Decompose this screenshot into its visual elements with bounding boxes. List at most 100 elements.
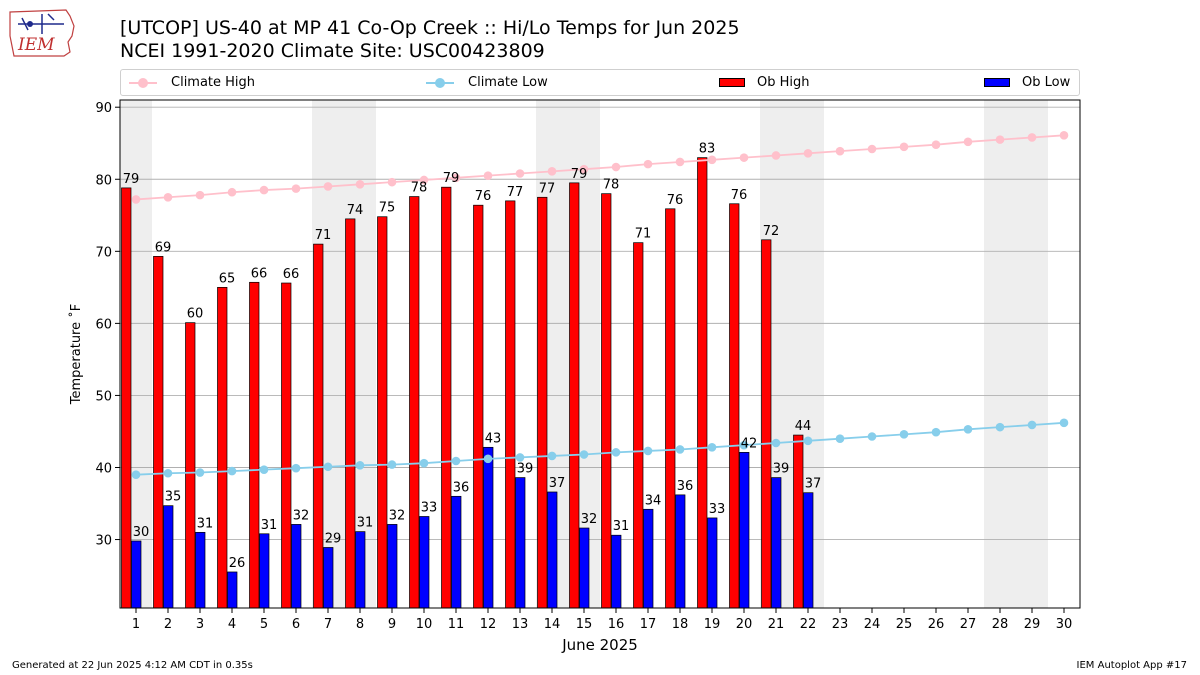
point-climate-high [995, 135, 1005, 144]
data-label-ob-low: 42 [741, 436, 758, 451]
weekend-band [1016, 100, 1048, 608]
legend-label-ob-high: Ob High [757, 75, 810, 90]
bar-ob-high [409, 196, 420, 609]
point-climate-high [323, 182, 333, 191]
x-tick-label: 12 [480, 617, 497, 632]
data-label-ob-high: 71 [315, 228, 332, 243]
bar-ob-low [259, 533, 270, 609]
point-climate-low [931, 427, 941, 437]
data-label-ob-low: 43 [485, 431, 502, 446]
data-label-ob-low: 31 [197, 516, 214, 531]
bar-ob-high [185, 322, 196, 609]
point-climate-low [451, 456, 461, 466]
data-label-ob-low: 31 [613, 519, 630, 534]
x-tick-label: 30 [1056, 617, 1073, 632]
bar-ob-high [345, 218, 356, 609]
bar-ob-high [697, 157, 708, 609]
data-label-ob-low: 32 [389, 508, 406, 523]
bar-ob-high [761, 239, 772, 609]
plot-frame [119, 99, 1081, 609]
point-climate-low [643, 446, 653, 456]
data-label-ob-low: 33 [421, 500, 438, 515]
point-climate-low [355, 461, 365, 470]
y-tick-label: 80 [95, 173, 112, 188]
point-climate-low [899, 430, 909, 439]
point-climate-high [259, 185, 269, 195]
x-tick-label: 15 [576, 617, 593, 632]
x-tick-label: 6 [292, 617, 300, 632]
data-label-ob-high: 83 [699, 142, 716, 157]
point-climate-high [355, 180, 365, 189]
data-label-ob-low: 36 [453, 480, 470, 495]
x-tick-label: 25 [896, 617, 913, 632]
chart-subtitle: NCEI 1991-2020 Climate Site: USC00423809 [120, 40, 545, 62]
point-climate-low [611, 448, 621, 457]
data-label-ob-high: 71 [635, 227, 652, 242]
y-tick-label: 70 [95, 245, 112, 260]
data-label-ob-high: 65 [219, 271, 236, 286]
chart-title: [UTCOP] US-40 at MP 41 Co-Op Creek :: Hi… [120, 17, 740, 39]
point-climate-high [643, 159, 653, 169]
bar-ob-high [153, 256, 164, 609]
x-tick-label: 19 [704, 617, 721, 632]
point-climate-low [1027, 420, 1037, 430]
bar-ob-high [441, 186, 452, 609]
data-label-ob-high: 74 [347, 203, 364, 218]
point-climate-high [387, 177, 397, 187]
data-label-ob-low: 32 [293, 508, 310, 523]
data-label-ob-low: 33 [709, 502, 726, 517]
data-label-ob-high: 76 [475, 189, 492, 204]
data-label-ob-high: 77 [539, 181, 556, 196]
data-label-ob-low: 30 [133, 525, 150, 540]
bar-ob-low [323, 547, 334, 609]
bar-ob-high [217, 286, 228, 609]
app-credit: IEM Autoplot App #17 [1076, 660, 1187, 671]
bar-ob-high [377, 216, 388, 609]
x-tick-label: 1 [132, 617, 140, 632]
x-tick-label: 4 [228, 617, 236, 632]
point-climate-high [739, 153, 749, 162]
bar-ob-high [121, 187, 132, 609]
point-climate-high [771, 151, 781, 160]
weekend-band [984, 100, 1016, 608]
data-label-ob-high: 76 [667, 193, 684, 208]
bars [121, 157, 814, 609]
data-label-ob-low: 39 [517, 462, 534, 477]
data-label-ob-high: 79 [571, 167, 588, 182]
line-climate-low [135, 421, 1065, 476]
point-climate-high [227, 187, 237, 197]
point-climate-high [1059, 131, 1069, 140]
point-climate-low [867, 432, 877, 441]
weekend-band [312, 100, 344, 608]
point-climate-low [419, 458, 429, 468]
point-climate-low [835, 434, 845, 443]
point-climate-low [707, 443, 717, 452]
bar-ob-high [281, 282, 292, 609]
x-tick-label: 17 [640, 617, 657, 632]
data-label-ob-high: 79 [123, 172, 140, 187]
point-climate-low [579, 450, 589, 459]
data-label-ob-low: 35 [165, 490, 182, 505]
iem-logo: IEM [9, 9, 75, 57]
data-label-ob-low: 32 [581, 512, 598, 527]
point-climate-low [803, 436, 813, 446]
x-tick-label: 10 [416, 617, 433, 632]
data-label-ob-low: 34 [645, 493, 662, 508]
logo-text: IEM [17, 35, 55, 55]
y-tick-label: 40 [95, 461, 112, 476]
point-climate-high [963, 137, 973, 147]
legend-marker-ob-high [719, 78, 745, 87]
x-tick-label: 21 [768, 617, 785, 632]
weekend-band [344, 100, 376, 608]
legend-item-climate-high: Climate High [129, 70, 255, 95]
data-label-ob-high: 66 [283, 267, 300, 282]
bar-ob-low [355, 531, 366, 609]
bar-ob-low [163, 505, 174, 609]
x-tick-label: 13 [512, 617, 529, 632]
bar-ob-high [633, 242, 644, 609]
point-climate-high [867, 144, 877, 154]
gridlines [120, 106, 1080, 540]
x-tick-label: 8 [356, 617, 364, 632]
legend: Climate High Climate Low Ob High Ob Low [120, 69, 1080, 96]
point-climate-high [419, 175, 429, 185]
